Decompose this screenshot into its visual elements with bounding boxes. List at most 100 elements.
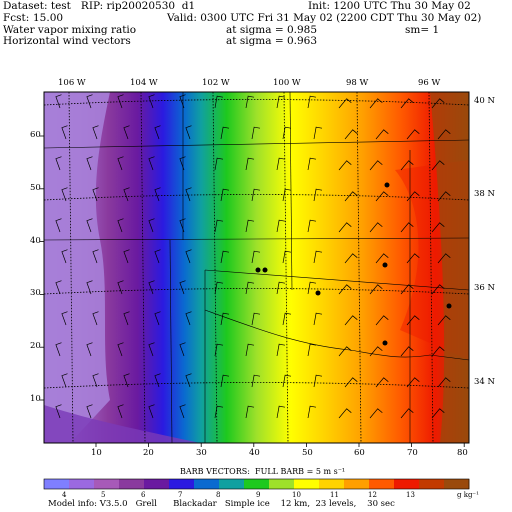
wind-barb <box>92 187 99 202</box>
lat-label-40n: 40 N <box>474 96 495 106</box>
wind-barb <box>437 377 451 388</box>
wind-barb <box>86 218 93 233</box>
wind-barb <box>276 219 286 233</box>
wind-barb <box>86 94 93 109</box>
cbar-tick-13: 13 <box>406 491 415 499</box>
colorbar <box>44 479 470 489</box>
wind-barb <box>431 160 445 171</box>
wind-barb <box>400 222 414 233</box>
wind-barb <box>282 188 292 202</box>
wind-barb <box>307 219 317 233</box>
grid-label-y-60: 60 <box>30 130 41 140</box>
wind-barb <box>123 311 130 326</box>
wind-barb <box>214 219 224 233</box>
wind-barb <box>251 374 261 388</box>
wind-barb <box>369 408 383 419</box>
cbar-tick-9: 9 <box>256 491 261 499</box>
map-frame <box>43 91 470 444</box>
lon-label-100w: 100 W <box>273 78 301 88</box>
barbs-note: BARB VECTORS: FULL BARB = 5 m s⁻¹ <box>180 467 346 476</box>
wind-barb <box>214 281 224 295</box>
grid-label-x-30: 30 <box>196 448 207 458</box>
wind-barb <box>369 346 383 357</box>
wind-barb <box>406 129 420 140</box>
wind-barb <box>251 188 261 202</box>
colorbar-frame <box>43 478 470 490</box>
dataset-line: Dataset: test RIP: rip20020530 d1 <box>3 0 196 12</box>
moisture-field <box>44 92 469 443</box>
cbar-units: g kg⁻¹ <box>457 491 479 499</box>
field1-name: Water vapor mixing ratio <box>3 24 137 36</box>
wind-barb <box>251 250 261 264</box>
wind-barb <box>406 315 420 326</box>
grid-label-x-70: 70 <box>407 448 418 458</box>
wind-barb <box>282 250 292 264</box>
latitude-line <box>43 382 470 389</box>
wind-barb <box>123 187 130 202</box>
wind-barb <box>61 125 68 140</box>
lon-label-96w: 96 W <box>418 78 441 88</box>
wind-barb <box>276 281 286 295</box>
wind-barb <box>245 95 255 109</box>
wind-barb <box>86 342 93 357</box>
state-boundary <box>204 309 470 361</box>
state-boundary <box>169 239 173 444</box>
wind-barb <box>313 126 323 140</box>
lon-label-102w: 102 W <box>202 78 230 88</box>
colorbar-cell <box>169 479 195 489</box>
wind-barb <box>185 311 192 326</box>
wind-barb <box>92 249 99 264</box>
wind-barb <box>307 157 317 171</box>
model-info-footer: Model info: V3.5.0 Grell Blackadar Simpl… <box>48 499 395 509</box>
wind-barb <box>92 125 99 140</box>
wind-barb <box>437 315 451 326</box>
wind-barb <box>338 284 352 295</box>
wind-barb <box>117 280 124 295</box>
fcst-label: Fcst: <box>3 12 30 24</box>
wind-barb <box>185 249 192 264</box>
lon-label-98w: 98 W <box>346 78 369 88</box>
wind-barb <box>369 98 383 109</box>
cbar-tick-8: 8 <box>216 491 221 499</box>
wind-barb <box>400 284 414 295</box>
field2-level: at sigma = 0.963 <box>226 35 318 47</box>
cbar-tick-5: 5 <box>101 491 106 499</box>
wind-barb <box>251 312 261 326</box>
lon-label-104w: 104 W <box>130 78 158 88</box>
wind-barb <box>148 156 155 171</box>
state-boundary <box>289 91 293 291</box>
cbar-tick-11: 11 <box>330 491 339 499</box>
init-line: Init: 1200 UTC Thu 30 May 02 <box>308 0 471 12</box>
wind-barb <box>282 374 292 388</box>
wind-barb <box>307 405 317 419</box>
colorbar-cell <box>394 479 420 489</box>
wind-barb <box>431 222 445 233</box>
wind-barb <box>375 191 389 202</box>
wind-barb <box>179 94 186 109</box>
state-boundary <box>204 269 470 291</box>
wind-barb <box>307 281 317 295</box>
grid-label-y-30: 30 <box>30 288 41 298</box>
colorbar-cell <box>44 479 70 489</box>
wind-barb <box>117 218 124 233</box>
wind-barb <box>220 374 230 388</box>
wind-barb <box>276 405 286 419</box>
colorbar-cell <box>144 479 170 489</box>
wind-barb <box>185 125 192 140</box>
wind-barb <box>375 253 389 264</box>
wind-barb <box>214 157 224 171</box>
longitude-line <box>212 91 218 444</box>
wind-barb <box>185 187 192 202</box>
latitude-line <box>43 288 470 295</box>
wind-barb <box>276 157 286 171</box>
state-boundary <box>43 139 470 149</box>
lat-label-34n: 34 N <box>474 377 495 387</box>
wind-barb <box>400 98 414 109</box>
wind-barb <box>400 408 414 419</box>
wind-barb <box>148 404 155 419</box>
wind-barb <box>338 98 352 109</box>
colorbar-cell <box>219 479 245 489</box>
wind-barbs <box>55 94 451 419</box>
longitude-line <box>356 91 362 444</box>
wind-barb <box>406 253 420 264</box>
